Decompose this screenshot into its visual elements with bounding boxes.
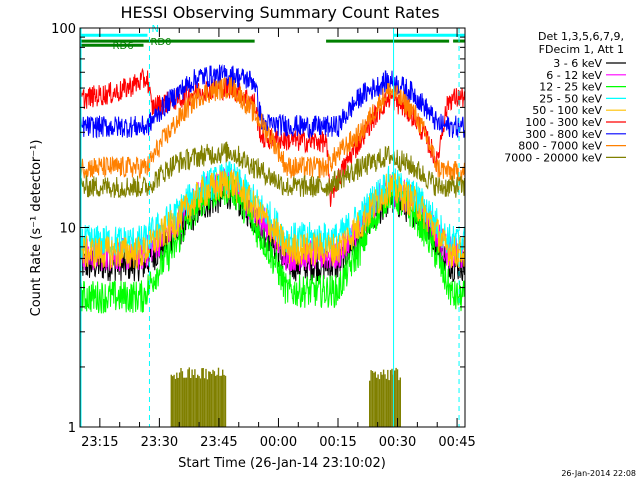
legend-entry-label: 3 - 6 keV [553,57,602,70]
legend-entry-label: 25 - 50 keV [539,92,602,105]
series-line-800-7000-kev [80,76,465,183]
legend-entry-label: 300 - 800 keV [525,128,602,141]
legend-header: Det 1,3,5,6,7,9, [538,30,624,43]
y-tick-label: 10 [59,222,76,237]
chart-title: HESSI Observing Summary Count Rates [120,3,439,22]
series-line-50-100-kev [80,169,465,270]
y-axis-label: Count Rate (s⁻¹ detector⁻¹) [29,140,44,317]
y-tick-label: 1 [68,421,76,436]
legend-header: FDecim 1, Att 1 [539,43,624,56]
x-axis-label: Start Time (26-Jan-14 23:10:02) [178,456,386,471]
legend-entry-label: 100 - 300 keV [525,116,602,129]
legend-entry-label: 800 - 7000 keV [518,140,602,153]
x-tick-label: 00:00 [260,435,297,450]
burst-group-1 [170,367,227,427]
x-tick-label: 00:45 [438,435,475,450]
legend-entry-label: 50 - 100 keV [532,104,602,117]
series-line-300-800-kev [80,64,465,140]
flag-label-n: N [151,24,158,35]
legend: Det 1,3,5,6,7,9,FDecim 1, Att 13 - 6 keV… [504,30,626,164]
series-line-7000-20000-kev [80,141,465,199]
x-axis: 23:15 23:30 23:45 00:00 00:15 00:30 00:45 [79,28,476,450]
x-tick-label: 23:30 [141,435,178,450]
legend-entry-label: 7000 - 20000 keV [504,151,602,164]
burst-group-2 [369,367,401,427]
footer-timestamp: 26-Jan-2014 22:08 [561,469,636,478]
y-tick-label: 100 [51,22,76,37]
y-axis: 1 10 100 [51,22,465,436]
flag-label-rd0: RD0 [150,37,171,48]
legend-entry-label: 6 - 12 keV [546,69,602,82]
series-layer [80,64,465,427]
x-tick-label: 23:15 [81,435,118,450]
legend-entry-label: 12 - 25 keV [539,81,602,94]
x-tick-label: 00:30 [379,435,416,450]
plot-clip-group: N RD0 RD6 [80,24,465,427]
x-tick-label: 23:45 [200,435,237,450]
x-tick-label: 00:15 [319,435,356,450]
flag-label-rd6: RD6 [113,41,134,52]
flag-layer: N RD0 RD6 [80,24,465,52]
